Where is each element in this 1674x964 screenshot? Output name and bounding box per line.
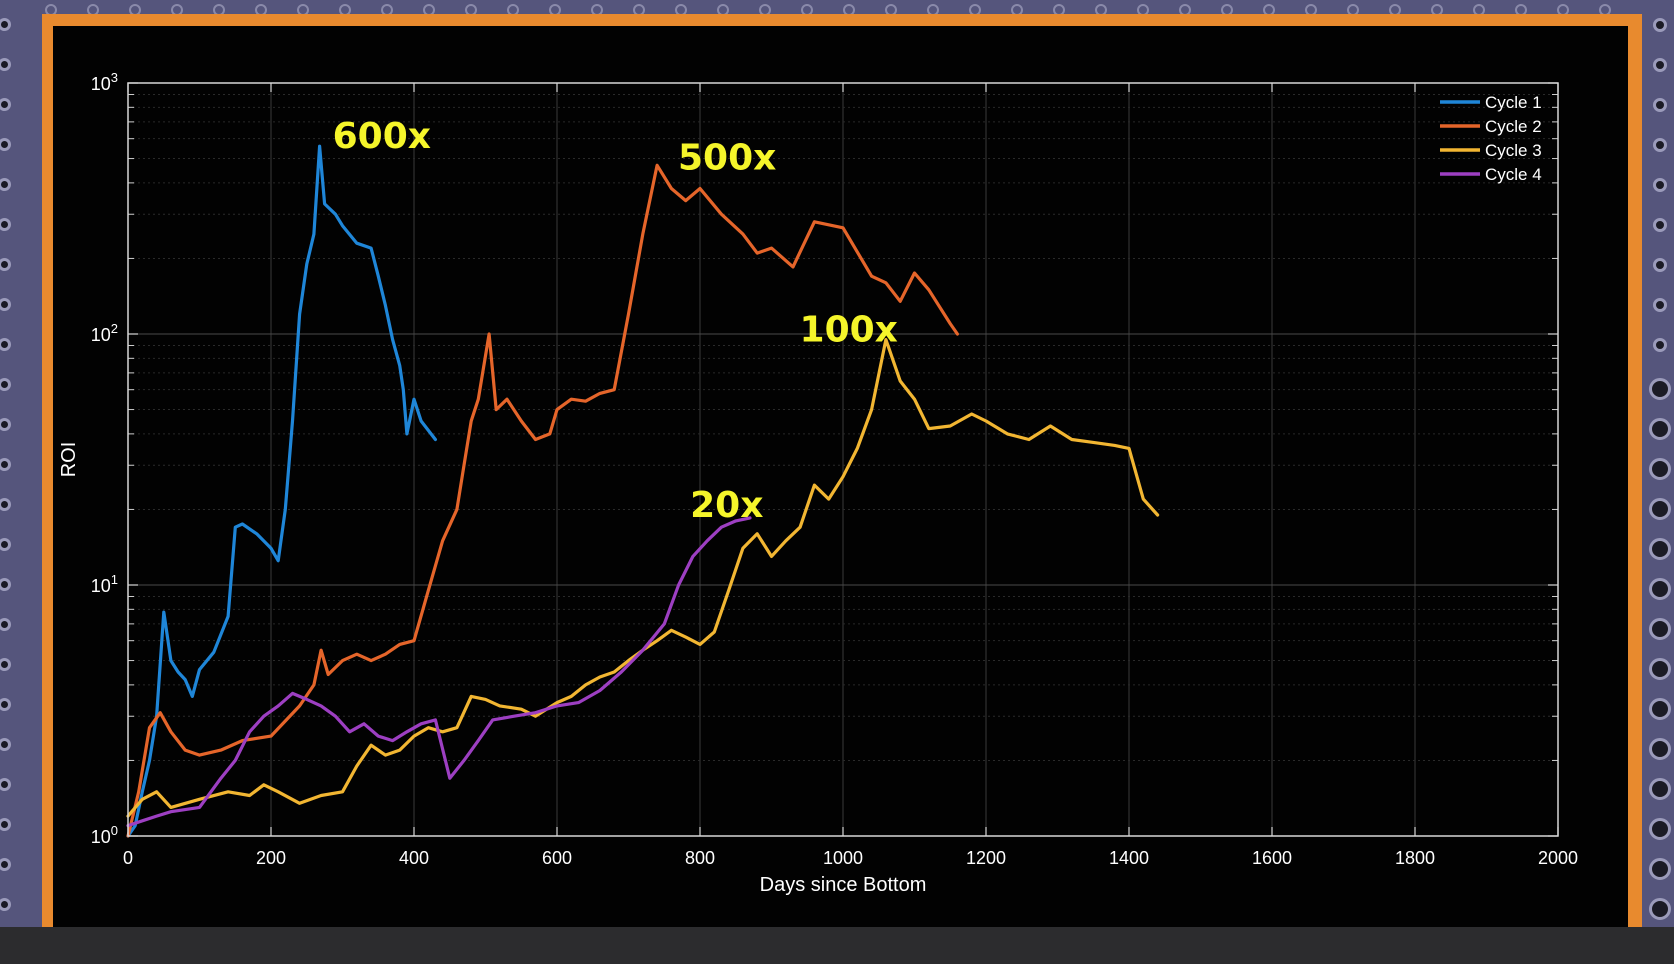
peak-annotation: 20x bbox=[690, 485, 763, 526]
border-dot bbox=[0, 458, 11, 471]
y-tick-label: 100 bbox=[91, 823, 118, 847]
border-dot bbox=[0, 98, 11, 111]
x-tick-label: 1400 bbox=[1109, 848, 1149, 868]
border-dot bbox=[1649, 858, 1671, 880]
border-dot bbox=[0, 138, 11, 151]
border-dot bbox=[1653, 138, 1667, 152]
border-dot bbox=[1653, 338, 1667, 352]
border-dot bbox=[1653, 98, 1667, 112]
border-dot bbox=[0, 258, 11, 271]
x-axis-title: Days since Bottom bbox=[760, 874, 927, 896]
border-dot bbox=[1649, 578, 1671, 600]
legend-label: Cycle 3 bbox=[1485, 141, 1542, 160]
border-dot bbox=[0, 778, 11, 791]
border-dot bbox=[1649, 658, 1671, 680]
border-dot bbox=[0, 618, 11, 631]
border-dot bbox=[0, 538, 11, 551]
border-dot bbox=[1649, 818, 1671, 840]
peak-annotation: 500x bbox=[678, 138, 776, 179]
border-dot bbox=[0, 658, 11, 671]
border-dot bbox=[1653, 18, 1667, 32]
border-dot bbox=[0, 898, 11, 911]
border-dot bbox=[1649, 498, 1671, 520]
border-dot bbox=[0, 498, 11, 511]
right-border-decoration bbox=[1640, 0, 1671, 930]
border-dot bbox=[1649, 418, 1671, 440]
peak-annotation: 600x bbox=[333, 116, 431, 157]
legend-label: Cycle 1 bbox=[1485, 93, 1542, 112]
legend-label: Cycle 4 bbox=[1485, 165, 1542, 184]
x-tick-label: 1200 bbox=[966, 848, 1006, 868]
x-tick-label: 1600 bbox=[1252, 848, 1292, 868]
series-line-cycle-4 bbox=[126, 516, 752, 828]
border-dot bbox=[0, 818, 11, 831]
y-tick-label: 102 bbox=[91, 321, 118, 345]
border-dot bbox=[0, 218, 11, 231]
border-dot bbox=[0, 858, 11, 871]
x-tick-label: 400 bbox=[399, 848, 429, 868]
x-tick-label: 200 bbox=[256, 848, 286, 868]
x-tick-label: 0 bbox=[123, 848, 133, 868]
y-tick-label: 103 bbox=[91, 70, 118, 94]
border-dot bbox=[0, 338, 11, 351]
x-tick-label: 1000 bbox=[823, 848, 863, 868]
chart-panel: 0 200 400 600 800 1000 1200 1400 1600 1800 2000 100… bbox=[53, 26, 1628, 930]
border-dot bbox=[1653, 178, 1667, 192]
border-dot bbox=[0, 378, 11, 391]
border-dot bbox=[0, 58, 11, 71]
series-line-cycle-2 bbox=[126, 163, 959, 838]
top-border-decoration bbox=[40, 0, 1640, 18]
border-dot bbox=[1649, 698, 1671, 720]
border-dot bbox=[1653, 58, 1667, 72]
roi-chart: 0 200 400 600 800 1000 1200 1400 1600 1800 2000 100… bbox=[58, 70, 1578, 896]
bottom-bar bbox=[0, 927, 1674, 964]
border-dot bbox=[0, 18, 11, 31]
series-line-cycle-3 bbox=[126, 338, 1160, 818]
border-dot bbox=[0, 698, 11, 711]
tick-labels: 0 200 400 600 800 1000 1200 1400 1600 1800 2000 100… bbox=[91, 70, 1578, 868]
border-dot bbox=[0, 418, 11, 431]
x-tick-label: 1800 bbox=[1395, 848, 1435, 868]
axes bbox=[127, 82, 1559, 837]
border-dot bbox=[1649, 618, 1671, 640]
border-dot bbox=[1653, 218, 1667, 232]
border-dot bbox=[0, 578, 11, 591]
legend: Cycle 1 Cycle 2 Cycle 3 Cycle 4 bbox=[1440, 93, 1542, 184]
series-line-cycle-1 bbox=[126, 144, 437, 838]
border-dot bbox=[1649, 778, 1671, 800]
left-border-decoration bbox=[0, 0, 30, 930]
border-dot bbox=[1649, 458, 1671, 480]
peak-annotation: 100x bbox=[800, 310, 898, 351]
border-dot bbox=[1653, 298, 1667, 312]
border-dot bbox=[1649, 898, 1671, 920]
series-lines bbox=[126, 144, 1160, 838]
border-dot bbox=[1649, 378, 1671, 400]
legend-label: Cycle 2 bbox=[1485, 117, 1542, 136]
border-dot bbox=[1649, 538, 1671, 560]
y-axis-title: ROI bbox=[58, 442, 80, 478]
border-dot bbox=[0, 298, 11, 311]
border-dot bbox=[1649, 738, 1671, 760]
border-dot bbox=[1653, 258, 1667, 272]
border-dot bbox=[0, 738, 11, 751]
x-tick-label: 2000 bbox=[1538, 848, 1578, 868]
annotations: 600x 500x 100x 20x bbox=[333, 116, 898, 526]
x-tick-label: 800 bbox=[685, 848, 715, 868]
x-tick-label: 600 bbox=[542, 848, 572, 868]
border-dot bbox=[0, 178, 11, 191]
y-tick-label: 101 bbox=[91, 572, 118, 596]
